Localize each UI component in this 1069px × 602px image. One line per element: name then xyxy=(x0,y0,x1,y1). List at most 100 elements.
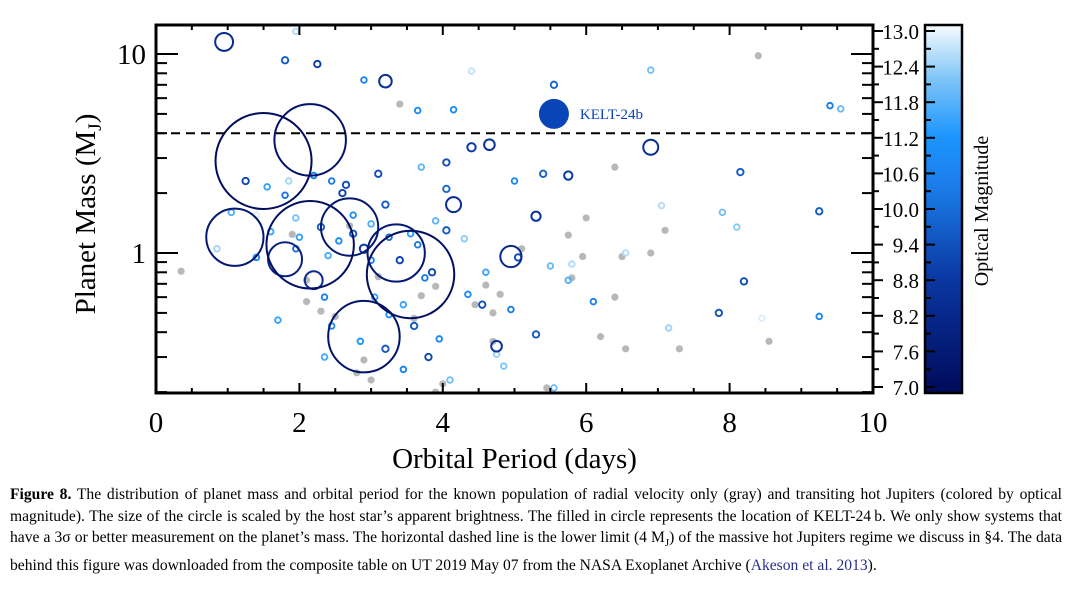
x-axis: 0 2 4 6 8 10 xyxy=(149,25,888,439)
transiting-point xyxy=(327,177,336,185)
transiting-point xyxy=(320,293,329,301)
transiting-point xyxy=(399,365,408,374)
x-tick-label: 0 xyxy=(149,407,164,439)
y-axis-label-close: ) xyxy=(70,114,102,124)
rv-only-point xyxy=(417,292,425,300)
transiting-point xyxy=(446,376,454,384)
rv-only-point xyxy=(611,293,619,301)
transiting-point xyxy=(338,188,347,198)
rv-only-point xyxy=(661,226,669,234)
rv-only-point xyxy=(288,230,296,239)
transiting-point xyxy=(467,67,476,75)
transiting-point xyxy=(273,103,347,177)
colorbar-tick-label: 8.2 xyxy=(893,305,919,329)
transiting-point xyxy=(449,105,458,114)
transiting-point xyxy=(367,220,375,228)
rv-only-point xyxy=(543,384,551,392)
transiting-point xyxy=(478,300,487,309)
rv-only-point xyxy=(564,231,572,239)
transiting-point xyxy=(320,353,329,361)
rv-only-point xyxy=(360,356,368,364)
transiting-point xyxy=(335,237,343,245)
rv-only-point xyxy=(482,281,490,289)
transiting-point xyxy=(292,27,300,36)
caption-end: ). xyxy=(867,556,877,574)
x-tick-label: 6 xyxy=(579,407,594,439)
rv-only-point xyxy=(177,267,185,275)
transiting-point xyxy=(214,111,313,210)
transiting-point xyxy=(482,268,490,277)
rv-only-point xyxy=(582,214,590,222)
y-axis-label-sub: J xyxy=(85,123,106,130)
transiting-point xyxy=(265,200,355,290)
rv-only-point xyxy=(579,252,587,261)
transiting-point xyxy=(733,223,741,231)
transiting-point xyxy=(739,277,749,286)
transiting-point xyxy=(421,274,429,282)
rv-only-point xyxy=(432,282,440,290)
transiting-point xyxy=(267,241,304,278)
rv-only-point xyxy=(596,333,605,341)
transiting-point xyxy=(442,226,451,235)
transiting-point xyxy=(499,362,508,370)
transiting-point xyxy=(263,183,271,191)
transiting-point xyxy=(507,305,515,314)
colorbar-tick-label: 7.6 xyxy=(893,340,919,364)
transiting-point xyxy=(374,169,383,178)
caption-text: The distribution of planet mass and orbi… xyxy=(10,486,1062,546)
rv-only-points xyxy=(177,52,773,392)
transiting-point xyxy=(836,105,845,113)
transiting-point xyxy=(395,256,404,265)
transiting-point xyxy=(413,241,422,249)
transiting-point xyxy=(205,207,265,267)
colorbar-tick-label: 7.0 xyxy=(893,376,919,400)
transiting-point xyxy=(445,196,463,214)
transiting-point xyxy=(365,229,456,320)
rv-only-point xyxy=(765,337,773,345)
transiting-point xyxy=(213,245,221,253)
transiting-point xyxy=(241,176,250,186)
transiting-point xyxy=(568,260,576,268)
rv-only-point xyxy=(611,163,619,171)
x-tick-label: 10 xyxy=(859,407,888,439)
transiting-point xyxy=(280,56,290,65)
transiting-point xyxy=(381,200,390,209)
transiting-point xyxy=(292,214,300,222)
transiting-point xyxy=(642,138,660,156)
colorbar-tick-label: 11.2 xyxy=(883,127,919,151)
transiting-point xyxy=(815,207,824,216)
colorbar-tick-label: 8.8 xyxy=(893,269,919,293)
transiting-point xyxy=(549,80,559,89)
y-axis-label: Planet Mass (MJ) xyxy=(70,114,106,315)
x-tick-label: 4 xyxy=(436,407,451,439)
colorbar-tick-label: 13.0 xyxy=(882,20,919,44)
transiting-point xyxy=(460,234,469,243)
transiting-point xyxy=(657,201,666,210)
caption-text-2: ) of the massive hot Jupiters regime we … xyxy=(10,529,1062,574)
figure-caption: Figure 8. The distribution of planet mas… xyxy=(10,484,1062,576)
transiting-point xyxy=(313,59,322,69)
colorbar-ticks: 7.0 7.6 8.2 8.8 9.4 10.0 10.6 11.2 11.8 12.4 13.0 xyxy=(873,20,935,400)
transiting-point xyxy=(399,300,408,309)
transiting-point xyxy=(531,330,541,339)
colorbar-label: Optical Magnitude xyxy=(971,136,993,287)
transiting-point xyxy=(718,208,727,217)
caption-label: Figure 8. xyxy=(10,486,72,503)
rv-only-point xyxy=(432,388,440,392)
rv-only-point xyxy=(396,100,404,108)
y-tick-label: 10 xyxy=(117,39,146,71)
rv-only-point xyxy=(489,309,497,317)
kelt-24b-marker[interactable] xyxy=(538,98,569,129)
transiting-point xyxy=(499,244,523,269)
citation-link[interactable]: Akeson et al. 2013 xyxy=(750,556,868,574)
transiting-point xyxy=(284,177,293,185)
transiting-point xyxy=(356,337,365,346)
transiting-point xyxy=(442,184,451,194)
transiting-point xyxy=(381,344,390,353)
colorbar-tick-label: 10.0 xyxy=(882,198,919,222)
transiting-point xyxy=(564,276,573,284)
rv-only-point xyxy=(568,274,576,282)
transiting-point xyxy=(417,163,426,171)
x-tick-label: 8 xyxy=(722,407,737,439)
transiting-point xyxy=(327,299,401,374)
